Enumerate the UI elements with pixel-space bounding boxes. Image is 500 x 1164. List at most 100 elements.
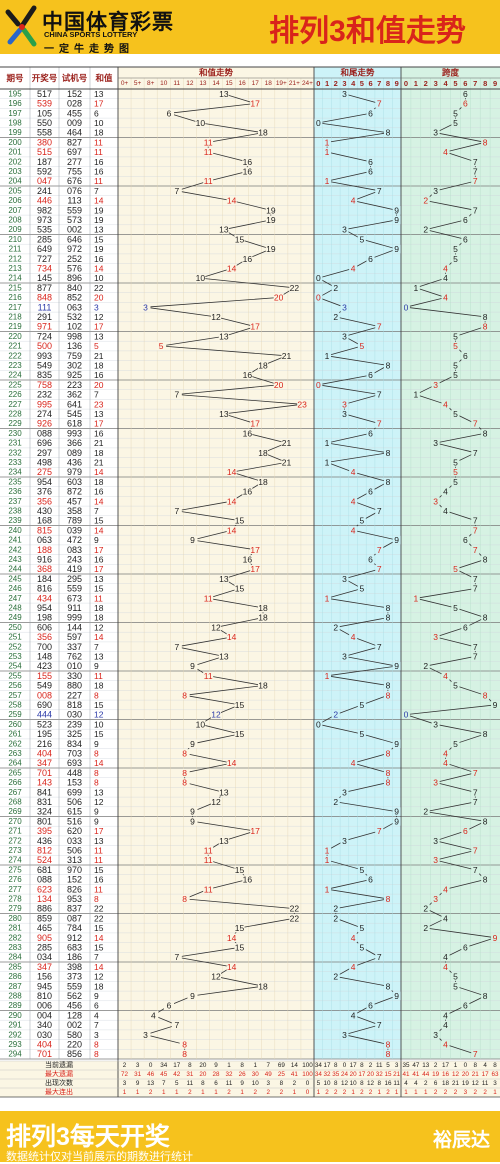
tail-point: 3	[342, 574, 347, 584]
sum-point: 11	[204, 147, 213, 157]
stat-sum-value: 31	[186, 1071, 194, 1078]
sum-value-cell: 17	[94, 564, 104, 574]
stat-sum-value: 8	[280, 1080, 284, 1087]
winning-number-cell: 973	[37, 215, 52, 225]
test-number-cell: 455	[67, 108, 82, 118]
span-point: 6	[463, 89, 468, 99]
tail-point-bg	[383, 1049, 392, 1059]
sum-point-bg	[195, 720, 206, 729]
sum-point-bg	[250, 99, 261, 108]
period-cell: 224	[8, 371, 22, 380]
tail-point: 2	[333, 283, 338, 293]
stat-label-1: 最大遗漏	[45, 1069, 73, 1078]
tail-point: 7	[377, 642, 382, 652]
tail-point: 3	[342, 409, 347, 419]
tail-bin-2: 2	[334, 79, 338, 88]
period-cell: 241	[8, 536, 22, 545]
winning-number-cell: 649	[37, 244, 52, 254]
tail-point-bg	[366, 167, 375, 176]
tail-trend-line	[317, 93, 398, 1055]
tail-point: 7	[377, 1020, 382, 1030]
sum-value-cell: 14	[94, 525, 104, 535]
stat-sum-value: 11	[187, 1080, 194, 1087]
test-number-cell: 113	[67, 196, 81, 206]
sum-point-bg	[218, 574, 229, 584]
period-cell: 206	[8, 196, 22, 205]
stat-sum-value: 9	[214, 1062, 218, 1069]
tail-bin-9: 9	[395, 79, 399, 88]
winning-number-cell: 841	[37, 787, 52, 797]
span-point: 7	[473, 157, 478, 167]
span-point-bg	[451, 603, 460, 613]
period-cell: 202	[8, 157, 22, 166]
tail-point-bg	[314, 273, 323, 283]
span-point: 3	[433, 128, 438, 138]
span-bin-2: 2	[424, 79, 428, 88]
span-point: 7	[473, 642, 478, 652]
tail-point: 1	[325, 438, 330, 448]
winning-number-cell: 498	[37, 457, 52, 467]
stat-span-value: 21	[452, 1080, 460, 1087]
test-number-cell: 911	[67, 603, 81, 613]
stat-sum-value: 26	[239, 1071, 247, 1078]
stat-tail-value: 8	[334, 1062, 338, 1069]
sum-point-bg	[187, 739, 198, 749]
span-point: 7	[473, 865, 478, 875]
tail-point: 7	[377, 545, 382, 555]
winning-number-cell: 380	[37, 137, 52, 147]
test-number-cell: 010	[67, 661, 82, 671]
span-point-bg	[471, 419, 480, 428]
tail-point: 4	[351, 933, 356, 943]
stat-tail-value: 17	[350, 1062, 358, 1069]
span-point-bg	[431, 496, 440, 506]
sum-trend-line	[144, 93, 303, 1055]
sum-point: 17	[250, 564, 260, 574]
period-cell: 228	[8, 409, 22, 418]
tail-point: 5	[359, 923, 364, 933]
sum-value-cell: 16	[94, 875, 104, 885]
sum-point-bg	[187, 817, 198, 826]
sum-point-bg	[203, 855, 214, 865]
winning-number-cell: 324	[37, 807, 52, 817]
tail-bin-3: 3	[342, 79, 346, 88]
sum-point: 13	[219, 225, 229, 235]
tail-point: 4	[351, 1010, 356, 1020]
tail-point: 3	[342, 787, 347, 797]
span-point-bg	[461, 215, 470, 225]
sum-point-bg	[265, 244, 276, 254]
sum-point-bg	[226, 264, 237, 273]
span-point-bg	[451, 409, 460, 419]
winning-number-cell: 517	[37, 89, 52, 99]
span-bin-9: 9	[493, 79, 497, 88]
period-cell: 274	[8, 856, 22, 865]
sum-point-bg	[218, 787, 229, 797]
span-point-bg	[471, 768, 480, 778]
stat-span-value: 41	[402, 1071, 410, 1078]
tail-point-bg	[375, 99, 384, 108]
sum-value-cell: 11	[94, 671, 103, 681]
period-cell: 225	[8, 380, 22, 389]
span-point-bg	[411, 593, 420, 603]
winning-number-cell: 886	[37, 904, 52, 914]
tail-point-bg	[323, 855, 332, 865]
span-point-bg	[491, 700, 500, 710]
test-number-cell: 330	[67, 671, 82, 681]
period-cell: 259	[8, 710, 22, 719]
test-number-cell: 834	[67, 739, 82, 749]
span-point-bg	[471, 176, 480, 186]
sum-point: 12	[211, 797, 221, 807]
sum-point: 19	[266, 215, 276, 225]
sum-value-cell: 13	[94, 836, 104, 846]
stat-tail-value: 8	[360, 1062, 364, 1069]
sum-value-cell: 16	[94, 428, 104, 438]
span-point: 8	[483, 554, 488, 564]
span-point: 0	[404, 710, 409, 720]
period-cell: 233	[8, 458, 22, 467]
span-point-bg	[411, 283, 420, 293]
tail-point-bg	[392, 205, 401, 215]
sum-point: 11	[204, 855, 213, 865]
sum-point: 10	[196, 719, 206, 729]
winning-number-cell: 088	[37, 428, 52, 438]
winning-number-cell: 835	[37, 370, 52, 380]
